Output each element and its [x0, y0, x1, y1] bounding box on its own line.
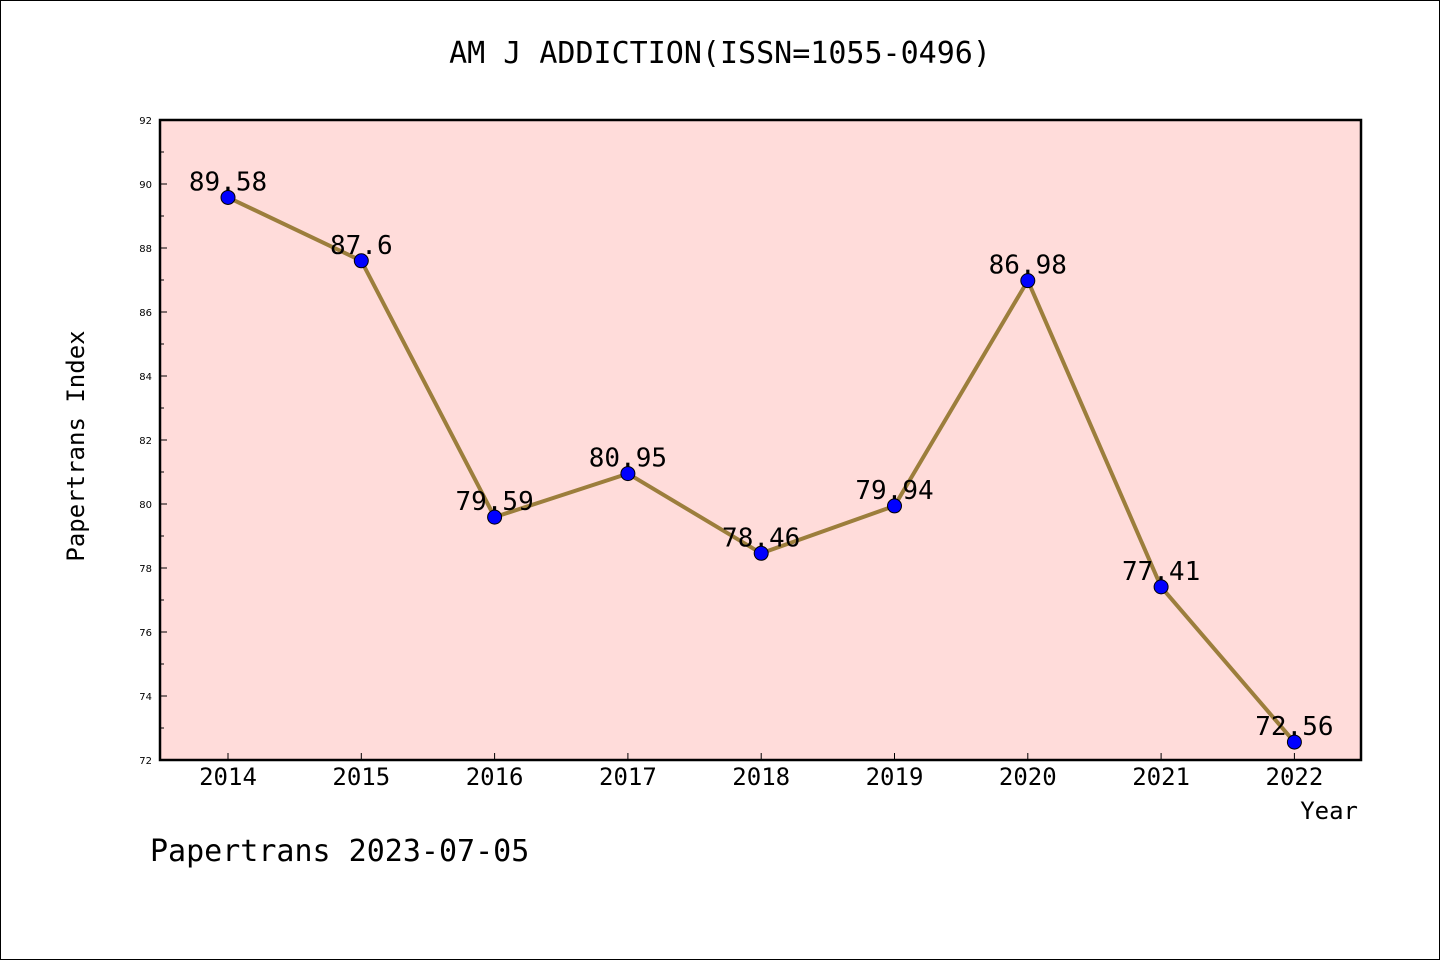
y-tick-label: 78: [139, 564, 152, 575]
y-tick-label: 74: [139, 692, 152, 703]
x-tick-label: 2021: [1132, 763, 1190, 791]
data-label: 86.98: [989, 251, 1067, 281]
y-tick-label: 86: [139, 308, 152, 319]
x-tick-label: 2022: [1266, 763, 1324, 791]
data-point: [887, 498, 902, 514]
x-tick-label: 2015: [332, 763, 390, 791]
y-tick-label: 88: [139, 244, 152, 255]
y-tick-label: 76: [139, 628, 152, 639]
data-point: [220, 189, 236, 205]
series-markers: [220, 189, 1302, 750]
data-label: 89.58: [189, 167, 267, 197]
data-point: [487, 509, 503, 525]
y-tick-label: 84: [139, 372, 152, 383]
y-tick-label: 92: [139, 116, 152, 127]
data-label: 87.6: [330, 231, 393, 261]
data-label: 77.41: [1122, 557, 1200, 587]
data-point: [753, 545, 769, 561]
footer-date-label: Papertrans 2023-07-05: [150, 834, 530, 869]
x-tick-label: 2016: [466, 763, 524, 791]
plot-area: [160, 120, 1361, 760]
y-axis-title: Papertrans Index: [62, 330, 90, 561]
data-point: [353, 253, 369, 269]
plot-border: [158, 118, 1363, 762]
y-axis: 72 74 76 78 80 82 84 86 88 90 92: [139, 116, 167, 767]
x-tick-label: 2018: [732, 763, 790, 791]
y-tick-label: 72: [139, 756, 152, 767]
data-point: [620, 466, 636, 482]
y-tick-label: 82: [139, 436, 152, 447]
data-point: [1286, 734, 1302, 750]
data-point: [1020, 273, 1036, 289]
data-label: 80.95: [589, 444, 667, 474]
data-label: 79.94: [855, 476, 933, 506]
x-tick-label: 2019: [866, 763, 924, 791]
data-label: 78.46: [722, 523, 800, 553]
y-tick-label: 80: [139, 500, 152, 511]
data-label: 72.56: [1255, 712, 1333, 742]
x-axis-title: Year: [1300, 797, 1358, 825]
x-axis: 2014 2015 2016 2017 2018 2019 2020 2021 2022: [199, 753, 1323, 791]
x-tick-label: 2014: [199, 763, 257, 791]
data-label: 79.59: [455, 487, 533, 517]
data-labels: 89.58 87.6 79.59 80.95 78.46 79.94 86.98 77.41 7…: [189, 167, 1334, 742]
chart-title: AM J ADDICTION(ISSN=1055-0496): [449, 36, 991, 71]
data-point: [1153, 579, 1169, 595]
x-tick-label: 2020: [999, 763, 1057, 791]
y-tick-label: 90: [139, 180, 152, 191]
x-tick-label: 2017: [599, 763, 657, 791]
